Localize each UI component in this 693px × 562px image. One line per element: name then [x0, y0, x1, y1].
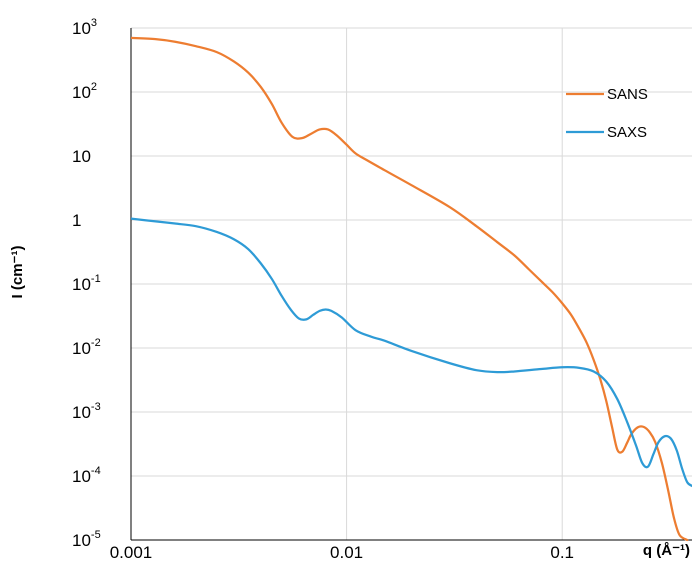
legend-label-sans: SANS	[607, 86, 648, 103]
x-tick-label-2: 0.1	[550, 543, 574, 562]
gridlines	[130, 27, 692, 541]
y-tick-label-0: 103	[72, 17, 97, 38]
series-line-sans	[131, 36, 689, 542]
legend-label-saxs: SAXS	[607, 124, 647, 141]
y-tick-label-3: 1	[72, 211, 81, 230]
legend: SANS SAXS	[566, 86, 648, 141]
series-layer	[131, 36, 692, 542]
plot-frame	[130, 28, 692, 541]
y-tick-label-1: 102	[72, 81, 97, 102]
y-axis-label: I (cm⁻¹)	[9, 246, 26, 299]
y-tick-label-4: 10-1	[72, 273, 101, 294]
y-tick-label-2: 10	[72, 147, 91, 166]
x-tick-labels: 0.001 0.01 0.1	[110, 543, 574, 562]
series-line-saxs	[131, 217, 692, 488]
y-tick-label-7: 10-4	[72, 465, 101, 486]
y-tick-label-6: 10-3	[72, 401, 101, 422]
x-tick-label-0: 0.001	[110, 543, 153, 562]
y-tick-label-5: 10-2	[72, 337, 101, 358]
x-axis-label: q (Å⁻¹)	[643, 542, 690, 559]
y-tick-label-8: 10-5	[72, 529, 101, 550]
x-tick-label-1: 0.01	[330, 543, 363, 562]
